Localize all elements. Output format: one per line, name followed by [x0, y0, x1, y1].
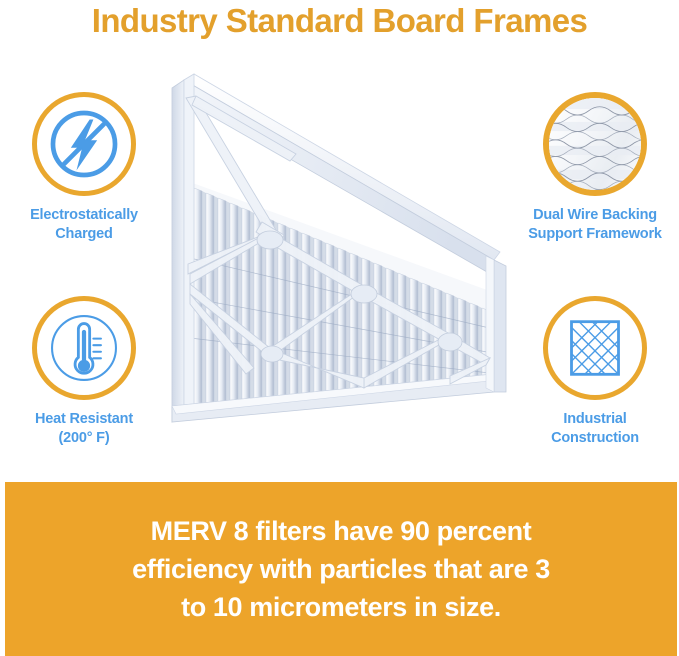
banner-line: to 10 micrometers in size. [181, 592, 501, 623]
caption-line: (200° F) [58, 430, 110, 447]
feature-icon-ring [32, 296, 136, 400]
caption-line: Heat Resistant [35, 411, 133, 427]
feature-icon-ring [32, 92, 136, 196]
feature-caption: Electrostatically Charged [0, 206, 168, 244]
banner-text: MERV 8 filters have 90 percent efficienc… [104, 512, 578, 627]
caption-line: Dual Wire Backing [533, 207, 657, 223]
banner-line: efficiency with particles that are 3 [132, 553, 550, 584]
lightning-bolt-no-charge-icon [37, 97, 131, 191]
feature-dual-wire-backing: Dual Wire Backing Support Framework [511, 92, 679, 244]
caption-line: Electrostatically [30, 207, 138, 223]
feature-icon-ring [543, 296, 647, 400]
thermometer-icon [37, 301, 131, 395]
product-image [150, 62, 530, 472]
feature-electrostatically-charged: Electrostatically Charged [0, 92, 168, 244]
lattice-square-icon [548, 301, 642, 395]
caption-line: Industrial [563, 411, 627, 427]
banner-line: MERV 8 filters have 90 percent [150, 515, 532, 546]
feature-caption: Industrial Construction [511, 410, 679, 448]
page-title: Industry Standard Board Frames [91, 2, 588, 39]
feature-industrial-construction: Industrial Construction [511, 296, 679, 448]
feature-icon-ring [543, 92, 647, 196]
feature-caption: Heat Resistant (200° F) [0, 410, 168, 448]
caption-line: Construction [551, 430, 639, 447]
caption-line: Charged [55, 226, 113, 243]
caption-line: Support Framework [528, 226, 662, 243]
feature-caption: Dual Wire Backing Support Framework [511, 206, 679, 244]
feature-heat-resistant: Heat Resistant (200° F) [0, 296, 168, 448]
merv-rating-banner: MERV 8 filters have 90 percent efficienc… [5, 482, 677, 656]
